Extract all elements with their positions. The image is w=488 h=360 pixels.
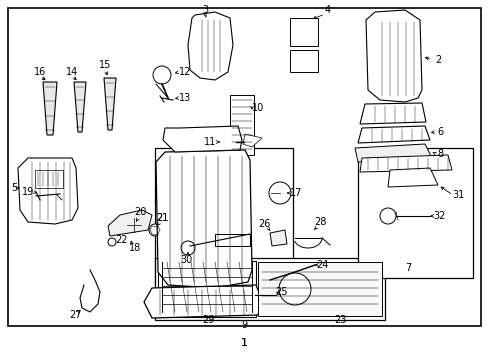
Text: 24: 24	[315, 260, 327, 270]
Text: 21: 21	[156, 213, 168, 223]
Polygon shape	[143, 285, 262, 318]
Polygon shape	[354, 144, 431, 162]
Text: 20: 20	[134, 207, 146, 217]
Bar	[8, 8, 480, 326]
Text: 15: 15	[99, 60, 111, 70]
Polygon shape	[104, 78, 116, 130]
Circle shape	[108, 238, 116, 246]
Text: 6: 6	[436, 127, 442, 137]
Text: 1: 1	[240, 338, 247, 348]
Polygon shape	[269, 230, 286, 246]
Text: 27: 27	[69, 310, 81, 320]
Circle shape	[379, 208, 395, 224]
Text: 18: 18	[129, 243, 141, 253]
Bar	[289, 50, 317, 72]
Circle shape	[127, 218, 141, 232]
Text: 8: 8	[436, 149, 442, 159]
Bar	[258, 262, 381, 316]
Text: 13: 13	[179, 93, 191, 103]
Text: 30: 30	[180, 255, 192, 265]
Circle shape	[260, 287, 275, 303]
Bar	[289, 18, 317, 46]
Text: 31: 31	[451, 190, 463, 200]
Polygon shape	[365, 10, 421, 102]
Polygon shape	[359, 103, 425, 124]
Bar	[35, 170, 63, 188]
Circle shape	[149, 224, 161, 236]
Text: 19: 19	[22, 187, 34, 197]
Polygon shape	[387, 168, 437, 187]
Bar	[155, 258, 384, 320]
Polygon shape	[156, 150, 251, 288]
Text: 11: 11	[203, 137, 216, 147]
Text: 1: 1	[240, 338, 247, 348]
Text: 26: 26	[257, 219, 270, 229]
Bar	[215, 234, 249, 246]
Text: 9: 9	[241, 320, 246, 330]
Text: 10: 10	[251, 103, 264, 113]
Polygon shape	[163, 126, 242, 152]
Circle shape	[279, 273, 310, 305]
Polygon shape	[74, 82, 86, 132]
Text: 29: 29	[202, 315, 214, 325]
Text: 32: 32	[433, 211, 445, 221]
Bar	[229, 95, 253, 155]
Circle shape	[181, 241, 195, 255]
Text: 17: 17	[289, 188, 302, 198]
Text: 21: 21	[156, 213, 168, 223]
Polygon shape	[43, 82, 57, 135]
Polygon shape	[108, 210, 152, 236]
Bar	[158, 261, 256, 317]
Text: 12: 12	[179, 67, 191, 77]
Polygon shape	[359, 155, 451, 172]
Circle shape	[263, 277, 272, 287]
Text: 28: 28	[313, 217, 325, 227]
Text: 7: 7	[404, 263, 410, 273]
Text: 16: 16	[34, 67, 46, 77]
Polygon shape	[243, 134, 262, 147]
Text: 23: 23	[333, 315, 346, 325]
Text: 3: 3	[202, 5, 207, 15]
Text: 25: 25	[275, 287, 287, 297]
Polygon shape	[218, 134, 237, 147]
Polygon shape	[357, 126, 429, 143]
Text: 4: 4	[324, 5, 330, 15]
Polygon shape	[187, 12, 232, 80]
Text: 5: 5	[11, 183, 17, 193]
Bar	[155, 148, 292, 303]
Text: 2: 2	[434, 55, 440, 65]
Polygon shape	[18, 158, 78, 224]
Bar	[357, 148, 472, 278]
Text: 14: 14	[66, 67, 78, 77]
Circle shape	[153, 66, 171, 84]
Circle shape	[268, 182, 290, 204]
Text: 22: 22	[116, 235, 128, 245]
